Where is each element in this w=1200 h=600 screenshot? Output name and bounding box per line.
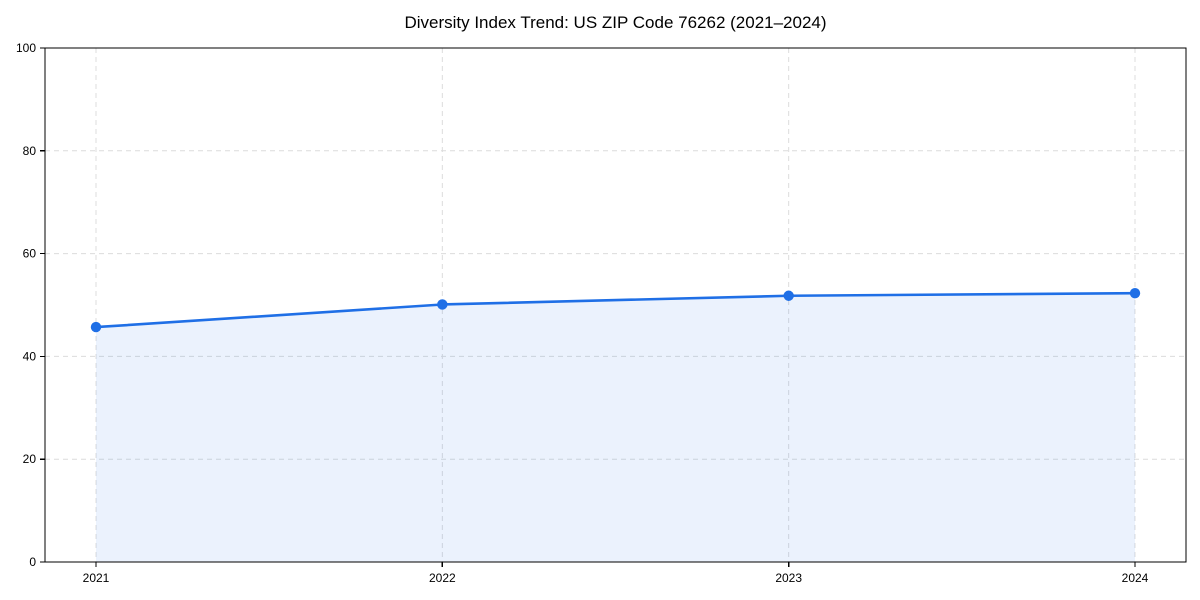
y-tick-label-100: 100 xyxy=(16,41,36,55)
y-tick-label-60: 60 xyxy=(23,247,37,261)
plot-border xyxy=(44,47,1187,563)
data-point-2023 xyxy=(783,290,794,301)
y-tick-label-0: 0 xyxy=(29,555,36,569)
data-point-2021 xyxy=(90,321,102,333)
x-tick-label-2022: 2022 xyxy=(429,571,456,585)
y-tick-label-80: 80 xyxy=(23,144,37,158)
y-tick-label-40: 40 xyxy=(23,349,37,363)
x-tick-label-2023: 2023 xyxy=(775,571,802,585)
y-tick-label-20: 20 xyxy=(23,452,37,466)
data-point-2022 xyxy=(437,299,448,310)
x-tick-label-2021: 2021 xyxy=(83,571,110,585)
data-point-2024 xyxy=(1129,287,1141,299)
x-tick-label-2024: 2024 xyxy=(1122,571,1149,585)
trend-line xyxy=(94,291,1137,329)
chart-title: Diversity Index Trend: US ZIP Code 76262… xyxy=(404,13,827,32)
area-fill xyxy=(96,293,1135,562)
